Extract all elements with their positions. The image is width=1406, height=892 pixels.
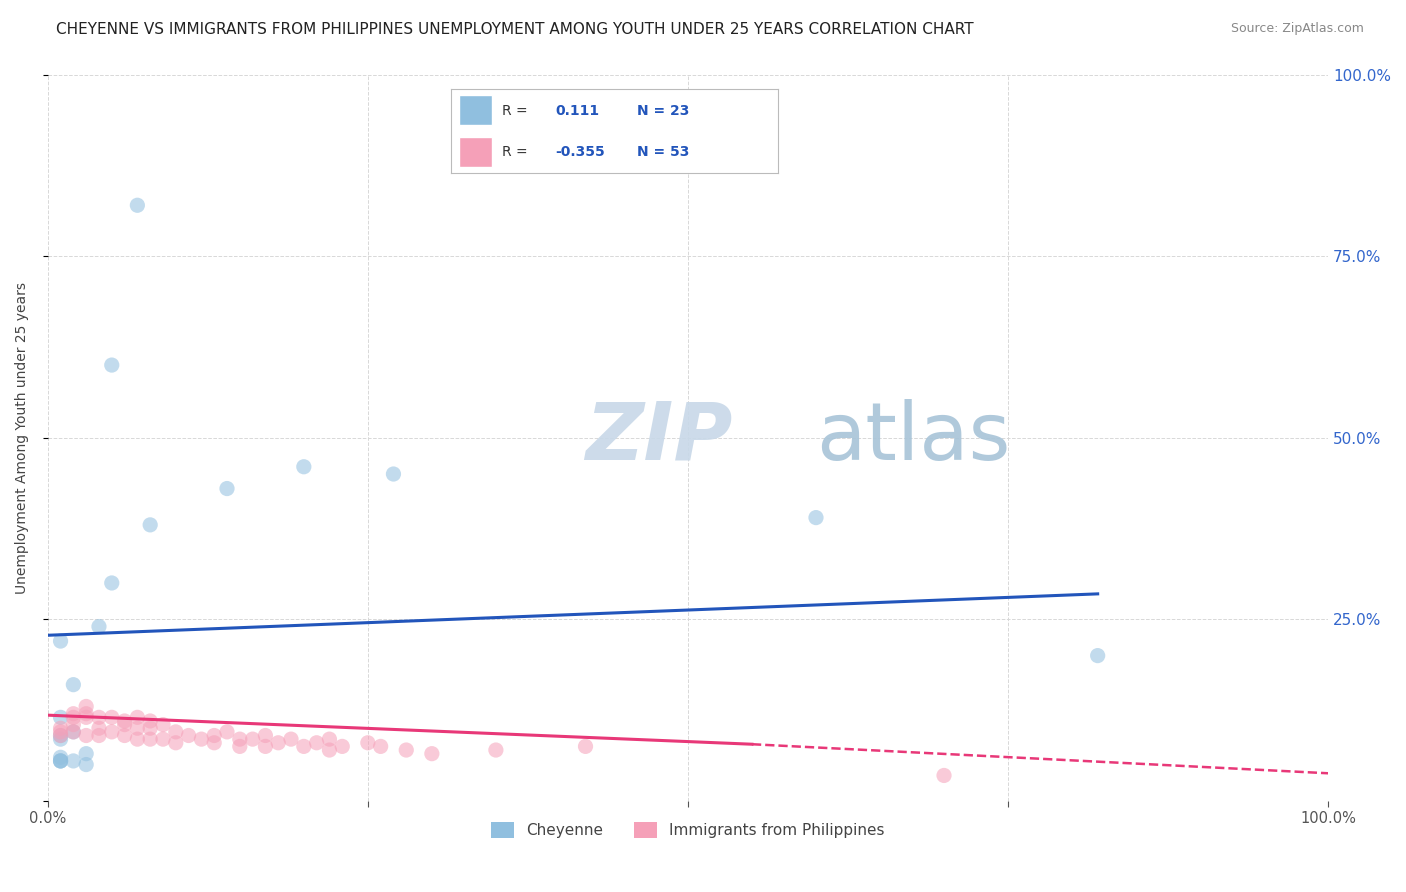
Point [177, 729, 200, 743]
Point [254, 729, 277, 743]
Point [62, 706, 84, 721]
Point [49, 724, 72, 739]
Point [75, 706, 97, 721]
Point [49, 732, 72, 747]
Point [100, 576, 122, 591]
Point [62, 724, 84, 739]
Point [215, 482, 238, 496]
Point [49, 721, 72, 735]
Point [280, 732, 302, 747]
Point [139, 721, 162, 735]
Point [127, 732, 149, 747]
Point [62, 678, 84, 692]
Point [165, 724, 187, 739]
Point [100, 358, 122, 372]
Point [75, 699, 97, 714]
Point [100, 724, 122, 739]
Point [127, 721, 149, 735]
Point [215, 724, 238, 739]
Point [62, 754, 84, 768]
Point [292, 739, 315, 754]
Point [267, 736, 290, 750]
Point [932, 768, 955, 782]
Point [114, 729, 136, 743]
Point [62, 710, 84, 724]
Y-axis label: Unemployment Among Youth under 25 years: Unemployment Among Youth under 25 years [15, 282, 30, 594]
Point [305, 736, 328, 750]
Point [62, 717, 84, 731]
Point [395, 743, 418, 757]
Point [292, 459, 315, 474]
Point [165, 736, 187, 750]
Point [254, 739, 277, 754]
Point [357, 736, 380, 750]
Point [87, 710, 110, 724]
Point [75, 729, 97, 743]
Point [152, 732, 174, 747]
Point [330, 739, 353, 754]
Point [370, 739, 392, 754]
Point [114, 717, 136, 731]
Point [202, 729, 225, 743]
Point [127, 710, 149, 724]
Point [318, 732, 340, 747]
Point [382, 467, 405, 481]
Point [49, 754, 72, 768]
Point [87, 729, 110, 743]
Text: CHEYENNE VS IMMIGRANTS FROM PHILIPPINES UNEMPLOYMENT AMONG YOUTH UNDER 25 YEARS : CHEYENNE VS IMMIGRANTS FROM PHILIPPINES … [56, 22, 974, 37]
Text: ZIP: ZIP [585, 399, 733, 476]
Point [229, 739, 252, 754]
Text: Source: ZipAtlas.com: Source: ZipAtlas.com [1230, 22, 1364, 36]
Point [190, 732, 212, 747]
Point [139, 714, 162, 728]
Point [804, 510, 827, 524]
Point [152, 717, 174, 731]
Point [318, 743, 340, 757]
Point [87, 619, 110, 633]
Point [202, 736, 225, 750]
Point [62, 724, 84, 739]
Point [49, 729, 72, 743]
Point [49, 754, 72, 768]
Point [49, 729, 72, 743]
Point [229, 732, 252, 747]
Point [485, 743, 508, 757]
Point [87, 721, 110, 735]
Point [420, 747, 443, 761]
Point [242, 732, 264, 747]
Point [139, 517, 162, 532]
Point [1087, 648, 1109, 663]
Point [49, 634, 72, 648]
Point [49, 710, 72, 724]
Point [75, 710, 97, 724]
Legend: Cheyenne, Immigrants from Philippines: Cheyenne, Immigrants from Philippines [485, 816, 891, 844]
Point [114, 714, 136, 728]
Point [75, 747, 97, 761]
Point [139, 732, 162, 747]
Point [49, 754, 72, 768]
Text: atlas: atlas [815, 399, 1011, 476]
Point [49, 750, 72, 764]
Point [127, 198, 149, 212]
Point [100, 710, 122, 724]
Point [75, 757, 97, 772]
Point [574, 739, 596, 754]
